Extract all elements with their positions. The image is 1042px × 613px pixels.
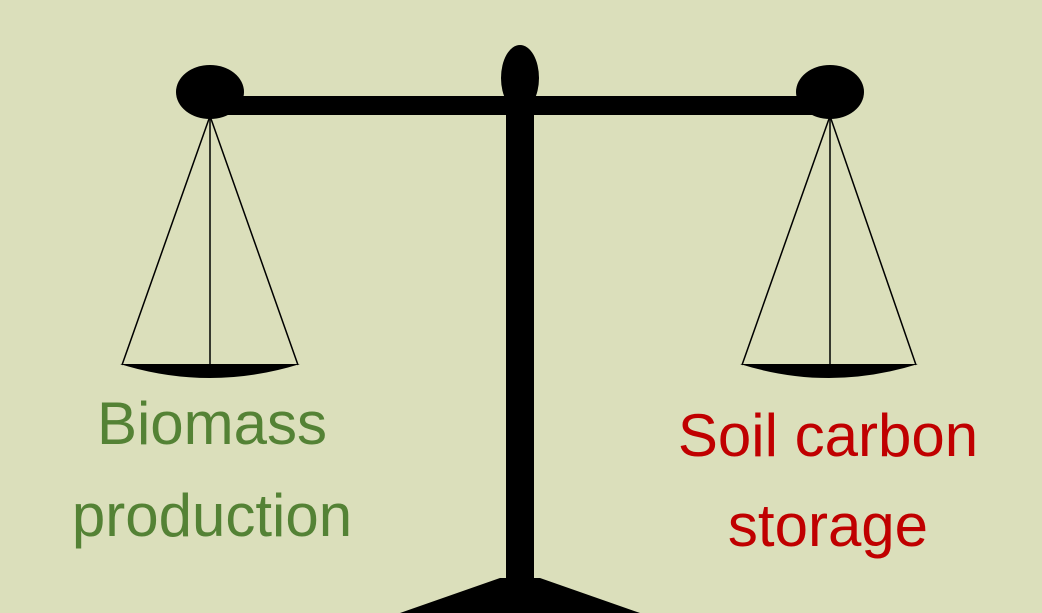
beam-end-right <box>796 65 864 119</box>
right-label: Soil carbon <box>678 402 978 469</box>
post <box>506 100 534 600</box>
balance-diagram: Biomass production Soil carbon storage <box>0 0 1042 613</box>
beam-end-left <box>176 65 244 119</box>
right-label: storage <box>728 492 928 559</box>
left-label: production <box>72 482 352 549</box>
left-label: Biomass <box>97 390 327 457</box>
page: Biomass production Soil carbon storage (… <box>0 0 1042 613</box>
